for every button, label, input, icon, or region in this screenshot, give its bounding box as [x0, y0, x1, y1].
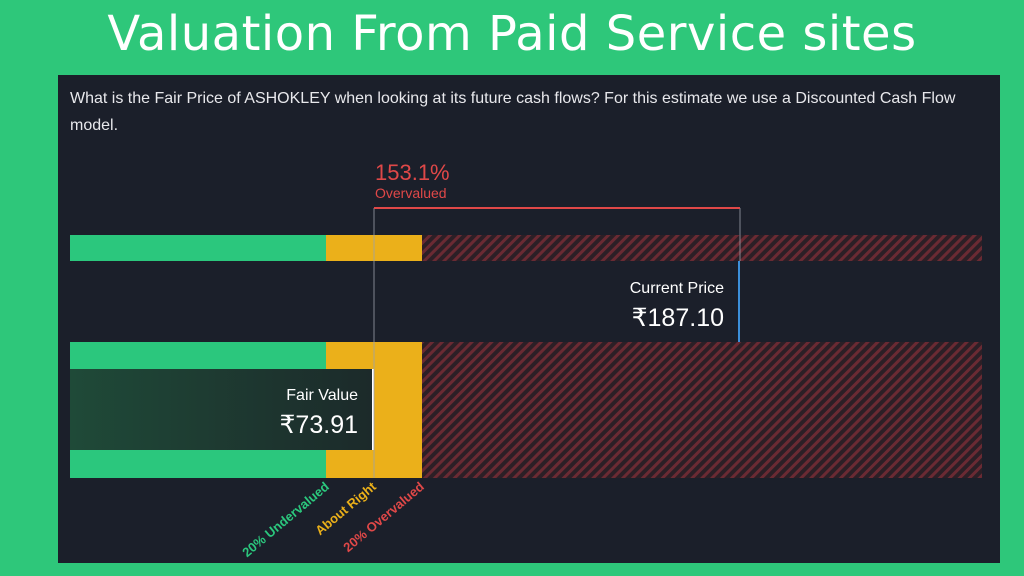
current-price-value: ₹187.10: [632, 304, 724, 332]
current-price-box: [70, 261, 739, 342]
difference-percent: 153.1%: [375, 160, 450, 185]
zone-label-overvalued: 20% Overvalued: [340, 479, 427, 555]
fair-value-box: [70, 369, 373, 450]
fair-band-overvalued: [422, 342, 982, 478]
fair-value-marker: [372, 369, 374, 450]
fair-value-value: ₹73.91: [280, 411, 358, 439]
zone-label-undervalued: 20% Undervalued: [239, 479, 332, 560]
current-price-label: Current Price: [630, 280, 724, 297]
difference-status: Overvalued: [375, 185, 447, 201]
banner-title: Valuation From Paid Service sites: [107, 6, 917, 62]
valuation-question: What is the Fair Price of ASHOKLEY when …: [70, 90, 956, 134]
current-band-overvalued: [422, 235, 982, 261]
current-price-marker: [738, 261, 740, 342]
fair-value-label: Fair Value: [286, 387, 358, 404]
current-band-undervalued: [70, 235, 326, 261]
